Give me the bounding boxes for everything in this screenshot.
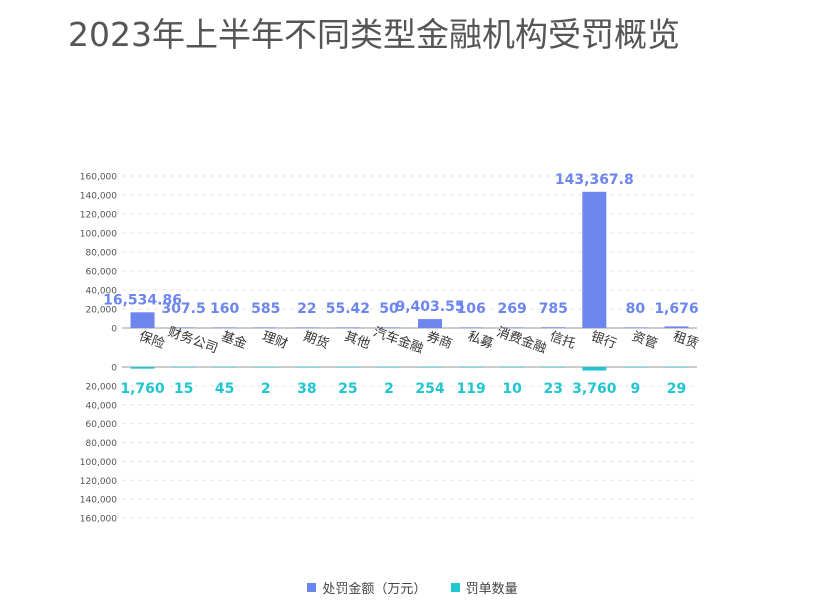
amount-bar	[623, 327, 648, 328]
count-bar	[541, 367, 566, 368]
category-label: 财务公司	[166, 324, 220, 357]
count-bar	[664, 367, 689, 368]
amount-bar	[664, 326, 689, 328]
legend-item-count[interactable]: 罚单数量	[450, 578, 518, 597]
count-bar	[294, 367, 319, 368]
category-label: 其他	[342, 329, 372, 352]
count-data-label: 38	[297, 381, 316, 397]
count-bar	[623, 367, 648, 368]
amount-bar	[130, 312, 155, 328]
count-data-label: 254	[415, 381, 444, 397]
top-y-tick-label: 80,000	[86, 249, 118, 259]
amount-data-label: 1,676	[654, 301, 698, 317]
top-y-tick-label: 100,000	[80, 230, 117, 240]
count-bar	[459, 367, 484, 368]
bottom-y-tick-label: 0	[111, 364, 117, 374]
top-y-tick-label: 60,000	[86, 268, 118, 278]
amount-bar	[212, 327, 237, 328]
bottom-y-tick-label: 160,000	[80, 515, 117, 525]
count-bar	[253, 367, 278, 368]
category-label: 资管	[630, 329, 660, 352]
count-data-label: 25	[338, 381, 357, 397]
count-bar	[335, 367, 360, 368]
amount-data-label: 269	[498, 301, 527, 317]
category-label: 券商	[424, 328, 454, 352]
category-label: 消费金融	[494, 324, 548, 357]
amount-bar	[171, 327, 196, 328]
bottom-y-tick-label: 100,000	[80, 458, 117, 468]
bottom-y-tick-label: 80,000	[86, 439, 118, 449]
amount-bar	[500, 327, 525, 328]
amount-data-label: 585	[251, 301, 280, 317]
category-label: 租赁	[671, 329, 701, 352]
count-bar	[418, 367, 443, 368]
category-label: 基金	[219, 328, 249, 352]
count-data-label: 45	[215, 381, 234, 397]
count-data-label: 9	[631, 381, 641, 397]
amount-bar	[582, 191, 607, 328]
category-label: 汽车金融	[371, 324, 425, 357]
amount-data-label: 80	[626, 301, 646, 317]
amount-data-label: 50	[379, 301, 399, 317]
bottom-y-tick-label: 60,000	[86, 420, 118, 430]
category-label: 理财	[260, 329, 290, 352]
legend-item-amount[interactable]: 处罚金额（万元）	[307, 578, 426, 597]
legend: 处罚金额（万元） 罚单数量	[0, 578, 825, 597]
count-data-label: 10	[502, 381, 522, 397]
amount-bar	[418, 319, 443, 328]
category-label: 私募	[466, 329, 496, 352]
legend-swatch-count	[450, 583, 460, 592]
legend-swatch-amount	[307, 583, 317, 592]
count-data-label: 15	[174, 381, 193, 397]
amount-data-label: 160	[210, 301, 239, 317]
count-bar	[212, 367, 237, 368]
amount-data-label: 785	[539, 301, 568, 317]
top-y-tick-label: 160,000	[80, 173, 117, 183]
count-data-label: 2	[261, 381, 271, 397]
count-data-label: 29	[667, 381, 686, 397]
count-data-label: 3,760	[572, 381, 617, 397]
count-bar	[500, 367, 525, 368]
category-label: 保险	[137, 329, 167, 352]
amount-data-label: 9,403.55	[395, 299, 464, 315]
category-label: 期货	[301, 328, 331, 352]
amount-data-label: 143,367.8	[555, 172, 634, 188]
count-bar	[376, 367, 401, 368]
legend-label-count: 罚单数量	[465, 582, 518, 597]
top-y-tick-label: 120,000	[80, 211, 117, 221]
top-y-tick-label: 40,000	[86, 287, 118, 297]
count-data-label: 1,760	[120, 381, 165, 397]
amount-bar	[541, 327, 566, 328]
amount-data-label: 106	[456, 301, 485, 317]
bottom-y-tick-label: 120,000	[80, 477, 117, 487]
top-y-tick-label: 140,000	[80, 192, 117, 202]
top-y-tick-label: 0	[111, 325, 117, 335]
chart-title: 2023年上半年不同类型金融机构受罚概览	[68, 15, 680, 54]
count-bar	[130, 367, 155, 369]
bottom-y-tick-label: 40,000	[86, 401, 118, 411]
count-data-label: 23	[544, 381, 563, 397]
amount-bar	[459, 327, 484, 328]
bottom-y-tick-label: 20,000	[86, 382, 118, 392]
bottom-y-tick-label: 140,000	[80, 496, 117, 506]
count-bar	[582, 367, 607, 371]
amount-bar	[335, 327, 360, 328]
category-label: 银行	[589, 329, 619, 352]
count-data-label: 2	[384, 381, 394, 397]
count-bar	[171, 367, 196, 368]
amount-data-label: 55.42	[326, 301, 370, 317]
count-data-label: 119	[456, 381, 485, 397]
amount-data-label: 16,534.86	[103, 292, 182, 308]
amount-data-label: 22	[297, 301, 316, 317]
amount-bar	[294, 327, 319, 328]
category-label: 信托	[548, 329, 578, 352]
amount-bar	[376, 327, 401, 328]
top-y-tick-label: 20,000	[86, 306, 118, 316]
amount-bar	[253, 327, 278, 328]
chart-area: 0 20,000 40,000 60,000 80,000 100,000 120,000 1…	[80, 172, 701, 525]
amount-data-label: 307.5	[161, 301, 205, 317]
legend-label-amount: 处罚金额（万元）	[322, 582, 427, 597]
